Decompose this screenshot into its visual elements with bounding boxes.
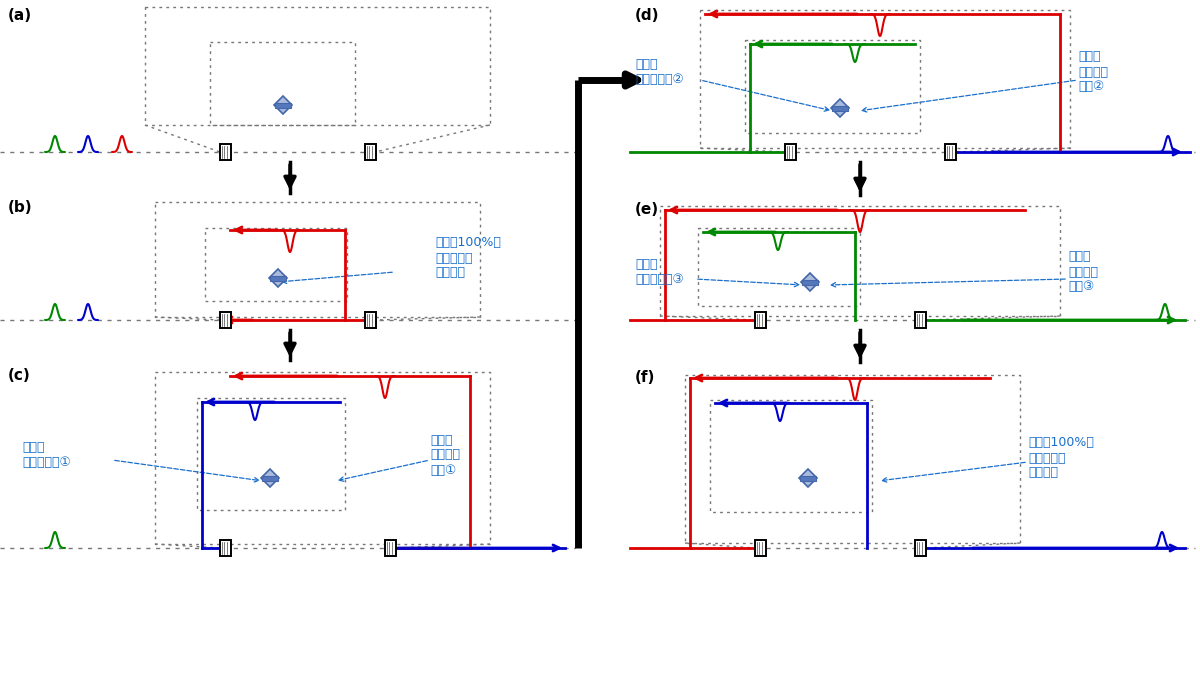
Polygon shape [830, 99, 850, 117]
FancyBboxPatch shape [275, 102, 292, 107]
Text: (c): (c) [8, 368, 31, 383]
FancyBboxPatch shape [800, 475, 816, 480]
FancyBboxPatch shape [262, 475, 278, 480]
FancyBboxPatch shape [914, 540, 925, 556]
FancyBboxPatch shape [802, 280, 818, 284]
Text: 適切な
透過率で
干渉②: 適切な 透過率で 干渉② [1078, 51, 1108, 93]
Text: 適切な
透過率で
干渉①: 適切な 透過率で 干渉① [430, 433, 460, 477]
Text: (b): (b) [8, 200, 32, 215]
FancyBboxPatch shape [914, 312, 925, 328]
FancyBboxPatch shape [270, 275, 286, 280]
Text: 適切な
位相シフト①: 適切な 位相シフト① [22, 441, 71, 469]
Polygon shape [269, 269, 287, 287]
Text: 適切な
透過率で
干渉③: 適切な 透過率で 干渉③ [1068, 251, 1098, 293]
FancyBboxPatch shape [785, 144, 796, 160]
Text: (a): (a) [8, 8, 32, 23]
Text: 透過率100%で
光パルスを
取り込む: 透過率100%で 光パルスを 取り込む [436, 237, 500, 280]
Text: 適切な
位相シフト③: 適切な 位相シフト③ [635, 258, 684, 286]
FancyBboxPatch shape [220, 144, 230, 160]
Text: (e): (e) [635, 202, 659, 217]
FancyBboxPatch shape [944, 144, 955, 160]
FancyBboxPatch shape [220, 540, 230, 556]
Polygon shape [802, 273, 818, 291]
Polygon shape [274, 96, 292, 114]
Text: (d): (d) [635, 8, 660, 23]
Polygon shape [799, 469, 817, 487]
FancyBboxPatch shape [365, 312, 376, 328]
FancyBboxPatch shape [832, 105, 848, 111]
FancyBboxPatch shape [220, 312, 230, 328]
Text: (f): (f) [635, 370, 655, 385]
Text: 適切な
位相シフト②: 適切な 位相シフト② [635, 58, 684, 86]
FancyBboxPatch shape [365, 144, 376, 160]
Text: 透過率100%で
光パルスを
取り出す: 透過率100%で 光パルスを 取り出す [1028, 437, 1094, 480]
FancyBboxPatch shape [384, 540, 396, 556]
FancyBboxPatch shape [755, 540, 766, 556]
Polygon shape [262, 469, 278, 487]
FancyBboxPatch shape [755, 312, 766, 328]
